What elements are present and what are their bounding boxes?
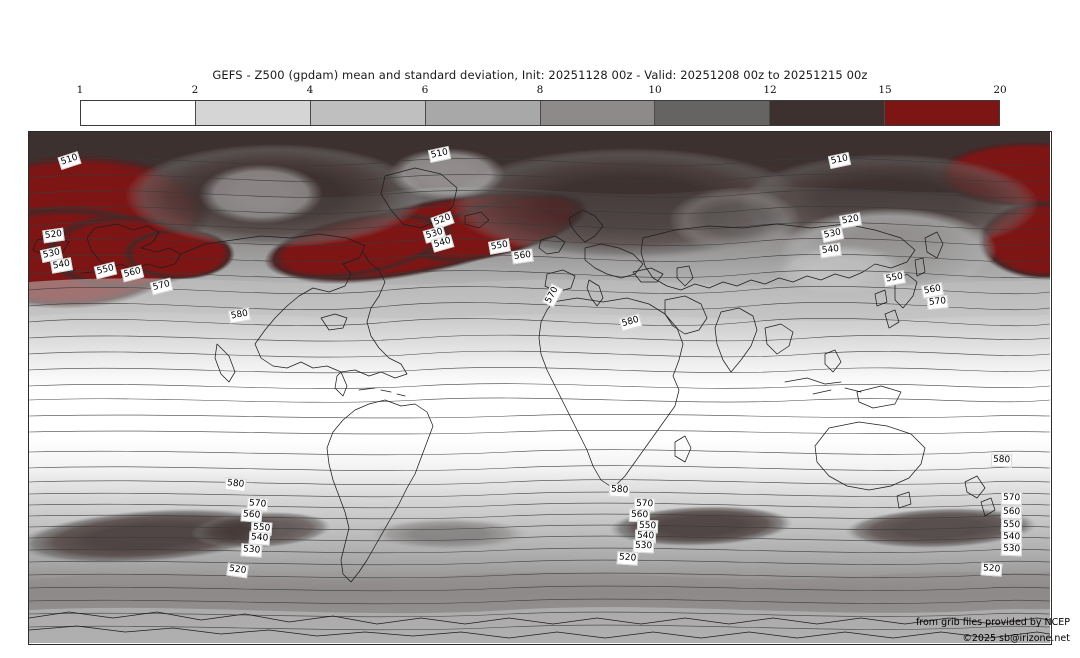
contour-label-580: 580 xyxy=(990,453,1013,468)
colorbar-tick-1: 1 xyxy=(76,84,84,96)
colorbar-bin-10-12 xyxy=(655,101,771,125)
data-source-credit: from grib files provided by NCEP xyxy=(915,617,1070,628)
colorbar-bin-6-8 xyxy=(425,101,541,125)
colorbar-tick-4: 4 xyxy=(306,84,314,96)
colorbar-tick-20: 20 xyxy=(993,84,1007,96)
colorbar-gradient xyxy=(80,100,1000,126)
world-map-graphic xyxy=(29,132,1050,643)
copyright-credit: ©2025 sb@irizone.net xyxy=(962,633,1070,644)
colorbar-tick-8: 8 xyxy=(536,84,544,96)
contour-label-530: 530 xyxy=(1000,542,1023,557)
colorbar-tick-10: 10 xyxy=(648,84,662,96)
contour-label-570: 570 xyxy=(926,294,949,311)
contour-label-560: 560 xyxy=(1000,505,1023,520)
colorbar-tick-6: 6 xyxy=(421,84,429,96)
map-canvas[interactable]: 510 520 530 540 550 560 570 580 510 520 530 540 550 5… xyxy=(28,131,1052,645)
contour-label-520: 520 xyxy=(980,562,1003,577)
colorbar-tick-2: 2 xyxy=(191,84,199,96)
page-title: GEFS - Z500 (gpdam) mean and standard de… xyxy=(212,68,868,82)
contour-label-520: 520 xyxy=(226,562,249,579)
colorbar-bin-12-15 xyxy=(770,101,886,125)
contour-label-570: 570 xyxy=(1000,491,1023,506)
contour-label-530: 530 xyxy=(240,543,263,558)
contour-label-580: 580 xyxy=(224,476,247,493)
colorbar-bin-15-20 xyxy=(885,101,999,125)
colorbar-bin-8-10 xyxy=(540,101,656,125)
colorbar-tick-15: 15 xyxy=(878,84,892,96)
colorbar-tick-labels: 1 2 4 6 8 10 12 15 20 xyxy=(76,84,1007,98)
contour-label-580: 580 xyxy=(608,483,631,498)
colorbar: 1 2 4 6 8 10 12 15 20 xyxy=(77,84,1007,126)
contour-label-520: 520 xyxy=(616,551,639,566)
colorbar-bin-1-2 xyxy=(81,101,196,125)
colorbar-bin-4-6 xyxy=(310,101,426,125)
colorbar-tick-12: 12 xyxy=(763,84,777,96)
colorbar-bin-2-4 xyxy=(195,101,311,125)
contour-label-530: 530 xyxy=(632,539,655,554)
